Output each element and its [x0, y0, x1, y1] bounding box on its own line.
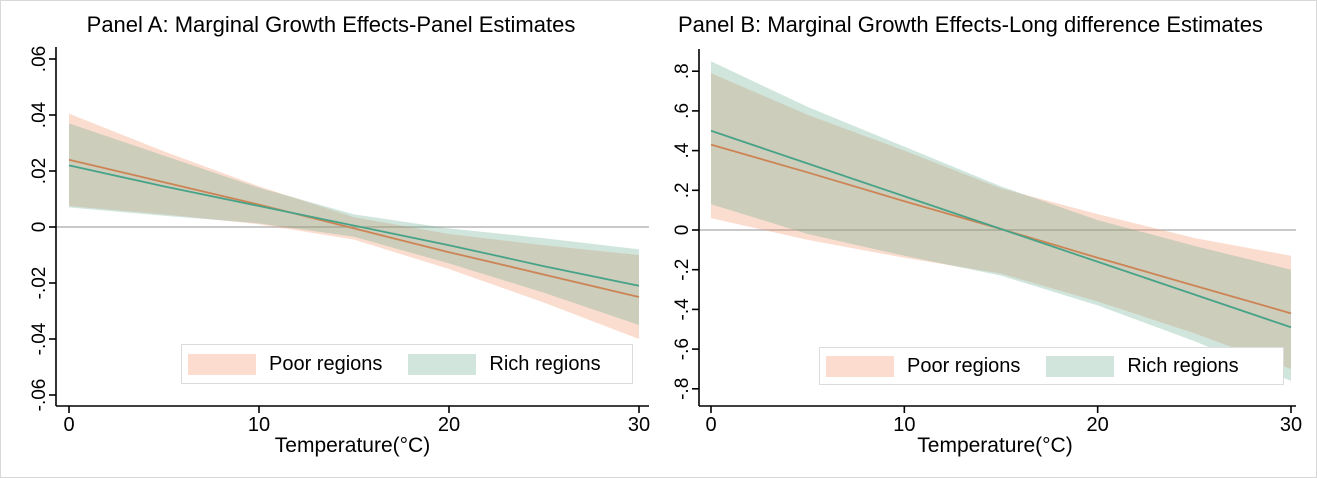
legend-item-rich: Rich regions [1046, 354, 1239, 378]
marginal-effect-line-rich [68, 164, 640, 287]
y-tick-label: -.8 [672, 378, 693, 400]
y-tick-label: -.6 [672, 338, 693, 360]
y-tick-label: -.04 [29, 322, 50, 355]
y-tick-label: .2 [672, 182, 693, 198]
y-tick-label: .04 [29, 101, 50, 128]
panel-a-plot: .06 .04 .02 0 -.02 -.04 -.06 0 10 20 30 [29, 46, 650, 436]
legend-item-poor: Poor regions [188, 353, 382, 376]
legend-swatch-poor [826, 355, 894, 377]
y-tick-label: -.4 [672, 298, 693, 321]
y-tick-label: -.02 [29, 267, 50, 300]
ci-band-rich [69, 123, 639, 326]
y-tick-label: .4 [672, 142, 693, 158]
y-tick-label: -.2 [672, 259, 693, 281]
x-tick-label: 20 [438, 414, 460, 436]
legend-label-rich: Rich regions [1127, 354, 1239, 377]
y-tick-label: .02 [29, 158, 50, 184]
x-tick-label: 20 [1087, 414, 1109, 436]
y-tick-label: .8 [672, 63, 693, 79]
x-tick-label: 0 [63, 414, 74, 436]
panel-b-plot: .8 .6 .4 .2 0 -.2 -.4 -.6 -.8 0 10 20 30 [672, 49, 1302, 436]
legend-swatch-rich [1046, 355, 1115, 377]
legend-swatch-rich [408, 353, 477, 375]
panel-b-legend: Poor regions Rich regions [819, 347, 1284, 385]
y-tick-label: 0 [29, 222, 50, 233]
x-tick-label: 10 [893, 414, 915, 436]
marginal-effect-line-poor [68, 158, 640, 298]
ci-band-poor [711, 73, 1291, 369]
y-tick-label: .6 [672, 103, 693, 119]
panel-b-x-axis-title: Temperature(°C) [917, 434, 1073, 457]
x-tick-label: 0 [705, 414, 716, 436]
y-tick-label: 0 [672, 225, 693, 236]
legend-item-poor: Poor regions [826, 355, 1020, 378]
y-tick-label: .06 [29, 46, 50, 72]
legend-item-rich: Rich regions [408, 352, 601, 376]
ci-band-rich [711, 61, 1291, 381]
panel-a-legend: Poor regions Rich regions [181, 344, 633, 384]
panel-b: Panel B: Marginal Growth Effects-Long di… [661, 1, 1316, 477]
panel-b-title: Panel B: Marginal Growth Effects-Long di… [678, 12, 1263, 37]
legend-swatch-poor [188, 353, 256, 375]
panel-a: Panel A: Marginal Growth Effects-Panel E… [1, 1, 661, 477]
legend-label-rich: Rich regions [489, 352, 601, 375]
legend-label-poor: Poor regions [907, 354, 1021, 377]
marginal-effect-line-rich [710, 129, 1292, 329]
legend-label-poor: Poor regions [269, 352, 383, 375]
panel-a-title: Panel A: Marginal Growth Effects-Panel E… [86, 12, 576, 37]
x-tick-label: 30 [1280, 414, 1302, 436]
x-tick-label: 30 [628, 414, 650, 436]
panel-a-x-axis-title: Temperature(°C) [274, 434, 431, 457]
y-tick-label: -.06 [29, 379, 50, 412]
x-tick-label: 10 [248, 414, 270, 436]
